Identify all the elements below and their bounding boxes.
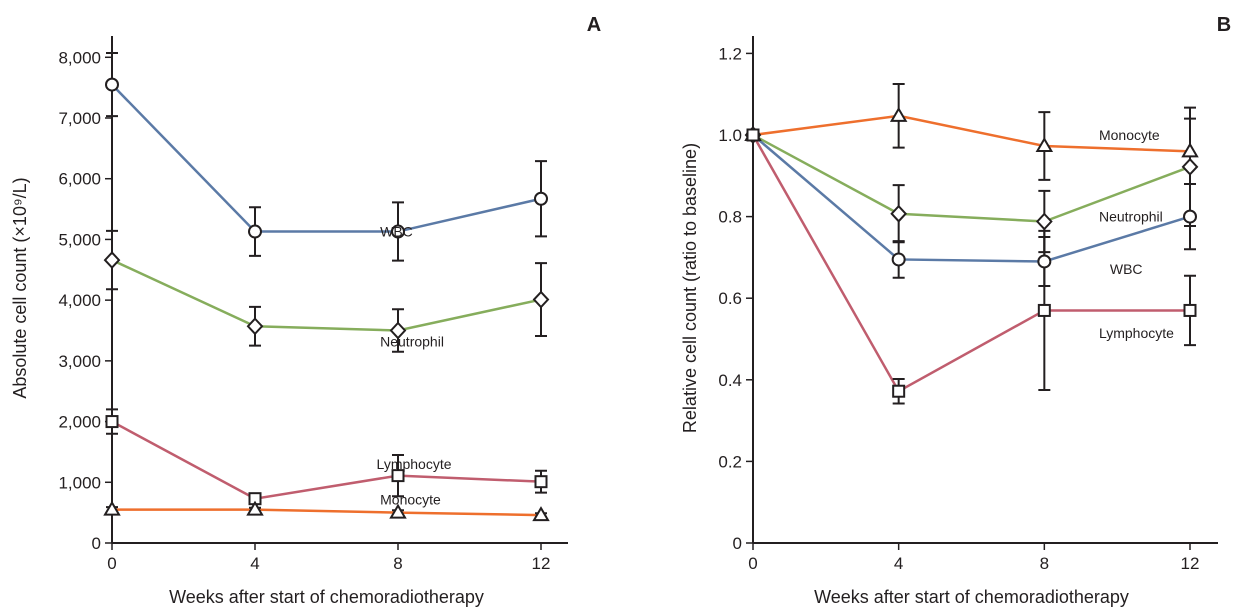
panel-a-point-wbc: [391, 224, 405, 239]
panel-b-series-line-lymphocyte: [751, 134, 1190, 393]
panel-b-x-tick-label: 12: [1181, 554, 1200, 573]
panel-b-series-label-wbc: WBC: [1110, 261, 1143, 277]
panel-b-point-neutrophil: [1181, 157, 1199, 176]
panel-b-series-line-monocyte: [752, 114, 1191, 153]
panel-b-chart: 0 0.2 0.4 0.6 0.8 1.0 1.2 0 4 8 12 Weeks after star…: [680, 14, 1231, 607]
panel-b-y-tick-label: 1.2: [718, 44, 742, 63]
panel-a-x-tick-label: 8: [393, 554, 402, 573]
panel-b-x-tick-label: 8: [1040, 554, 1049, 573]
panel-a-point-monocyte: [532, 506, 550, 522]
panel-a-y-tick-label: 6,000: [58, 170, 101, 189]
panel-a-series-label-monocyte: Monocyte: [380, 491, 441, 507]
panel-a-series-label-wbc: WBC: [380, 224, 413, 240]
panel-a-x-tick-label: 4: [250, 554, 259, 573]
panel-a-panel-label: A: [587, 14, 601, 36]
panel-b-y-tick-label: 0.4: [718, 371, 742, 390]
panel-b-y-tick-label: 0.6: [718, 289, 742, 308]
panel-a-series-line-neutrophil: [111, 258, 542, 332]
panel-a-chart: 0 1,000 2,000 3,000 4,000 5,000 6,000 7,000 8,00…: [10, 14, 601, 607]
panel-b-point-lymphocyte: [892, 384, 906, 398]
panel-b-series-label-lymphocyte: Lymphocyte: [1099, 325, 1174, 341]
panel-b-point-monocyte: [889, 106, 908, 122]
panel-b-point-lymphocyte: [1183, 303, 1197, 317]
panel-a-point-neutrophil: [532, 290, 550, 309]
panel-a-point-wbc: [534, 191, 548, 206]
panel-a-y-tick-label: 7,000: [58, 109, 101, 128]
panel-a-x-axis-title: Weeks after start of chemoradiotherapy: [169, 587, 484, 607]
panel-b-x-tick-label: 4: [894, 554, 903, 573]
panel-b-x-tick-label: 0: [748, 554, 757, 573]
panel-b-point-lymphocyte: [1037, 303, 1051, 317]
panel-a-series-line-monocyte: [112, 508, 542, 517]
panel-b-series-line-neutrophil: [752, 133, 1191, 223]
panel-a-series-label-lymphocyte: Lymphocyte: [377, 456, 452, 472]
panel-a-series-label-neutrophil: Neutrophil: [380, 333, 444, 349]
panel-a-point-monocyte: [103, 500, 121, 516]
panel-b-series-line-wbc: [752, 134, 1191, 263]
panel-a-y-tick-label: 8,000: [58, 48, 101, 67]
panel-a-point-neutrophil: [389, 321, 407, 340]
panel-b-point-lymphocyte: [746, 128, 760, 142]
panel-b-panel-label: B: [1217, 14, 1231, 36]
panel-a-y-tick-label: 5,000: [58, 230, 101, 249]
panel-a-y-tick-label: 3,000: [58, 352, 101, 371]
panel-b-y-tick-label: 1.0: [718, 126, 742, 145]
panel-b-point-neutrophil: [1035, 212, 1053, 231]
panel-b-point-neutrophil: [890, 204, 908, 223]
panel-a-series-line-wbc: [111, 83, 542, 233]
panel-a-y-tick-label: 2,000: [58, 413, 101, 432]
panel-a-y-tick-label: 4,000: [58, 291, 101, 310]
panel-a-point-lymphocyte: [105, 415, 119, 429]
panel-a-x-tick-label: 12: [532, 554, 551, 573]
panel-b-point-wbc: [1037, 254, 1052, 269]
panel-a-point-monocyte: [389, 503, 407, 519]
panel-b-point-monocyte: [1181, 142, 1199, 158]
panel-b-point-monocyte: [1035, 137, 1054, 153]
panel-a-series-line-lymphocyte: [111, 420, 542, 500]
panel-a-y-tick-label: 0: [92, 534, 101, 553]
panel-a-point-lymphocyte: [534, 475, 548, 489]
panel-a-y-axis-title: Absolute cell count (×10⁹/L): [10, 177, 30, 398]
panel-a-point-lymphocyte: [391, 469, 405, 483]
panel-b-y-tick-label: 0.8: [718, 208, 742, 227]
panel-b-y-axis-title: Relative cell count (ratio to baseline): [680, 143, 700, 433]
panel-a-x-tick-label: 0: [107, 554, 116, 573]
panel-b-y-tick-label: 0.2: [718, 452, 742, 471]
panel-a-point-wbc: [105, 77, 119, 92]
panel-a-point-neutrophil: [103, 251, 121, 270]
panel-b-point-wbc: [891, 252, 906, 267]
panel-b-series-label-monocyte: Monocyte: [1099, 127, 1160, 143]
panel-a-point-monocyte: [246, 500, 264, 516]
panel-b-y-tick-label: 0: [733, 534, 742, 553]
panel-b-x-axis-title: Weeks after start of chemoradiotherapy: [814, 587, 1129, 607]
panel-a-y-tick-label: 1,000: [58, 473, 101, 492]
panel-b-series-label-neutrophil: Neutrophil: [1099, 209, 1163, 225]
panel-b-point-wbc: [1183, 209, 1197, 224]
panel-a-point-neutrophil: [246, 317, 264, 336]
panel-a-point-wbc: [248, 224, 262, 239]
